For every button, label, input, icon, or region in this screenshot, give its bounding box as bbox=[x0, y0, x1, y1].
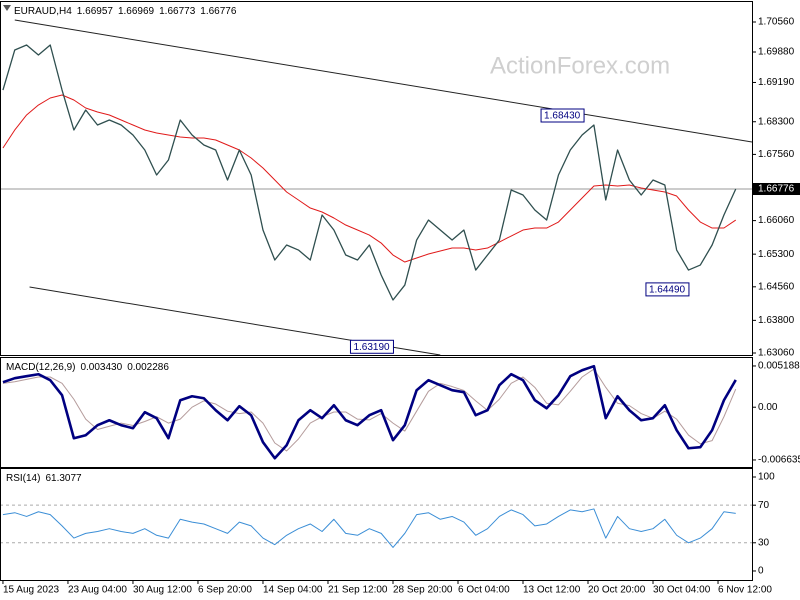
y-tick-label: 0.005188 bbox=[758, 361, 800, 372]
annotation-label: 1.64490 bbox=[649, 285, 686, 296]
header-value: 1.66957 bbox=[77, 6, 114, 17]
x-tick-label: 6 Nov 12:00 bbox=[718, 585, 772, 596]
annotation-box bbox=[349, 339, 394, 354]
y-tick-label: 1.70560 bbox=[758, 17, 795, 28]
current-price-box bbox=[752, 183, 800, 196]
annotation-label: 1.63190 bbox=[353, 342, 390, 353]
y-tick-label: 1.69880 bbox=[758, 47, 795, 58]
annotation-box bbox=[540, 108, 585, 123]
annotation-label: 1.68430 bbox=[544, 111, 581, 122]
y-tick-label: -0.006635 bbox=[758, 455, 800, 466]
y-tick-label: 0.00 bbox=[758, 402, 778, 413]
series-line bbox=[2, 364, 737, 460]
y-tick-label: 1.66060 bbox=[758, 215, 795, 226]
y-tick-label: 1.64560 bbox=[758, 281, 795, 292]
y-tick-label: 1.65300 bbox=[758, 249, 795, 260]
panel-frame bbox=[0, 357, 753, 468]
x-tick-label: 6 Sep 20:00 bbox=[198, 585, 252, 596]
y-tick-label: 0 bbox=[758, 566, 764, 577]
panel-header: MACD(12,26,9) 0.003430 0.002286 bbox=[6, 362, 169, 373]
header-value: 61.3077 bbox=[45, 473, 82, 484]
series-line bbox=[2, 94, 737, 263]
header-value: 0.002286 bbox=[127, 362, 169, 373]
series-line bbox=[2, 44, 737, 301]
x-tick-label: 14 Sep 04:00 bbox=[263, 585, 323, 596]
x-tick-label: 30 Oct 04:00 bbox=[653, 585, 711, 596]
x-tick-label: 28 Sep 20:00 bbox=[393, 585, 453, 596]
annotation-box bbox=[645, 282, 690, 297]
header-value: 1.66969 bbox=[118, 6, 155, 17]
header-value: 1.66773 bbox=[159, 6, 196, 17]
series-line bbox=[2, 368, 737, 452]
y-tick-label: 1.63060 bbox=[758, 348, 795, 359]
y-tick-label: 1.68300 bbox=[758, 116, 795, 127]
x-tick-label: 30 Aug 12:00 bbox=[133, 585, 192, 596]
panel-title: MACD(12,26,9) bbox=[6, 362, 75, 373]
x-tick-label: 13 Oct 12:00 bbox=[523, 585, 581, 596]
header-value: 1.66776 bbox=[200, 6, 237, 17]
panel-header: RSI(14) 61.3077 bbox=[6, 473, 82, 484]
header-value: 0.003430 bbox=[80, 362, 122, 373]
current-price-label: 1.66776 bbox=[758, 184, 795, 195]
panel-title: RSI(14) bbox=[6, 473, 40, 484]
panel-title: EURAUD,H4 bbox=[14, 6, 72, 17]
y-tick-label: 1.63800 bbox=[758, 315, 795, 326]
y-tick-label: 1.67560 bbox=[758, 149, 795, 160]
y-tick-label: 100 bbox=[758, 472, 775, 483]
series-line bbox=[2, 508, 736, 548]
panel-header: EURAUD,H4 1.66957 1.66969 1.66773 1.66776 bbox=[14, 6, 237, 17]
x-tick-label: 15 Aug 2023 bbox=[3, 585, 60, 596]
trendline bbox=[14, 19, 752, 143]
y-tick-label: 1.69190 bbox=[758, 77, 795, 88]
x-tick-label: 23 Aug 04:00 bbox=[68, 585, 127, 596]
watermark: ActionForex.com bbox=[490, 52, 670, 79]
menu-icon[interactable] bbox=[3, 5, 11, 11]
y-tick-label: 30 bbox=[758, 537, 770, 548]
panel-frame bbox=[0, 1, 753, 356]
panel-frame bbox=[0, 468, 753, 581]
x-tick-label: 20 Oct 20:00 bbox=[588, 585, 646, 596]
x-tick-label: 21 Sep 12:00 bbox=[328, 585, 388, 596]
x-tick-label: 6 Oct 04:00 bbox=[458, 585, 510, 596]
y-tick-label: 70 bbox=[758, 500, 770, 511]
